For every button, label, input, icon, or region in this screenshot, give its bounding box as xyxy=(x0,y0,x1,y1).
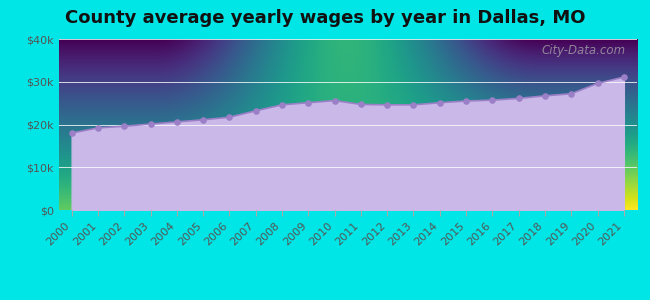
Point xyxy=(119,124,129,129)
Point xyxy=(146,122,156,127)
Point xyxy=(514,96,524,101)
Point xyxy=(303,100,313,105)
Point xyxy=(66,131,77,136)
Point xyxy=(540,94,550,98)
Point xyxy=(408,102,419,107)
Text: County average yearly wages by year in Dallas, MO: County average yearly wages by year in D… xyxy=(65,9,585,27)
Point xyxy=(198,117,208,122)
Point xyxy=(356,102,366,107)
Point xyxy=(93,125,103,130)
Point xyxy=(277,102,287,107)
Point xyxy=(592,81,603,86)
Point xyxy=(619,75,629,80)
Point xyxy=(488,98,498,103)
Point xyxy=(435,100,445,105)
Point xyxy=(172,119,182,124)
Point xyxy=(461,99,471,103)
Point xyxy=(250,108,261,113)
Text: City-Data.com: City-Data.com xyxy=(541,44,625,57)
Point xyxy=(330,98,340,103)
Point xyxy=(382,102,393,107)
Point xyxy=(566,91,577,96)
Point xyxy=(224,115,235,120)
